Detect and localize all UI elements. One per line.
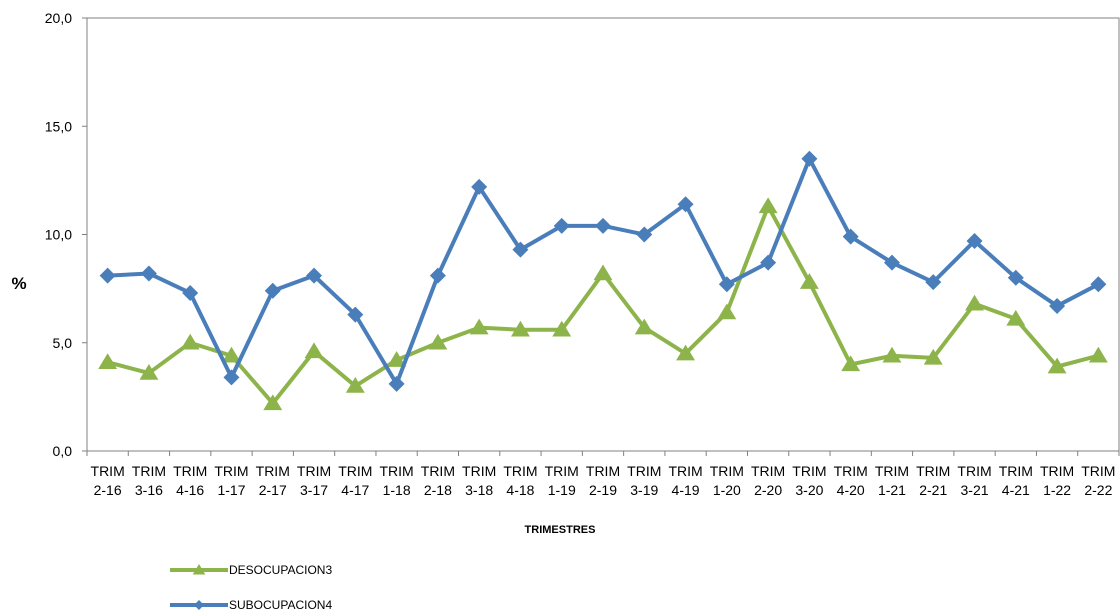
triangle-marker [717, 303, 737, 320]
diamond-marker [264, 282, 281, 299]
diamond-marker [471, 178, 488, 195]
x-tick-label: TRIM 3-16 [132, 463, 166, 498]
x-tick-label: TRIM 1-20 [710, 463, 744, 498]
diamond-marker [429, 267, 446, 284]
diamond-marker [925, 274, 942, 291]
x-tick-label: TRIM 1-19 [545, 463, 579, 498]
diamond-marker [1090, 276, 1107, 293]
triangle-marker [882, 346, 902, 363]
triangle-marker [345, 377, 365, 393]
legend-label: DESOCUPACION3 [229, 563, 332, 577]
triangle-marker [923, 348, 943, 365]
x-tick-label: TRIM 2-18 [421, 463, 455, 498]
x-axis-label: TRIMESTRES [525, 524, 596, 536]
y-tick-label: 0,0 [53, 443, 73, 459]
series-desocupacion3 [98, 197, 1108, 411]
x-tick-label: TRIM 2-19 [586, 463, 620, 498]
triangle-marker [799, 273, 819, 289]
series-line [107, 204, 1099, 406]
diamond-marker [677, 196, 694, 213]
diamond-marker [842, 228, 859, 245]
triangle-marker [428, 333, 448, 350]
legend-item: DESOCUPACION3 [170, 563, 332, 577]
legend-item: SUBOCUPACION4 [170, 598, 332, 611]
x-tick-label: TRIM 4-20 [834, 463, 868, 498]
triangle-marker [98, 353, 118, 369]
triangle-marker [387, 351, 407, 367]
x-tick-label: TRIM 1-18 [379, 463, 413, 498]
y-axis: 0,0 5,0 10,0 15,0 20,0 [45, 10, 87, 459]
triangle-marker [1006, 309, 1026, 326]
triangle-marker [180, 333, 200, 350]
triangle-marker [593, 264, 613, 281]
x-tick-label: TRIM 4-18 [503, 463, 537, 498]
triangle-marker [965, 294, 984, 311]
diamond-marker [636, 226, 653, 243]
triangle-marker [1047, 357, 1067, 374]
diamond-marker [801, 150, 818, 167]
y-tick-label: 15,0 [45, 118, 72, 134]
diamond-marker [182, 284, 199, 301]
legend: DESOCUPACION3 SUBOCUPACION4 [170, 563, 332, 611]
triangle-marker [263, 394, 283, 411]
diamond-marker [760, 254, 777, 271]
triangle-marker [676, 344, 696, 361]
x-tick-label: TRIM 1-22 [1040, 463, 1074, 498]
x-tick-label: TRIM 1-21 [875, 463, 909, 498]
x-tick-label: TRIM 4-17 [338, 463, 372, 498]
legend-swatch-marker [192, 564, 206, 575]
diamond-marker [883, 254, 900, 271]
series-subocupacion4 [99, 150, 1107, 392]
triangle-marker [841, 355, 861, 372]
triangle-marker [222, 346, 241, 363]
legend-label: SUBOCUPACION4 [229, 598, 332, 611]
diamond-marker [99, 267, 116, 284]
x-tick-label: TRIM 3-20 [792, 463, 826, 498]
diamond-marker [512, 241, 529, 258]
triangle-marker [634, 318, 654, 335]
triangle-marker [510, 320, 530, 337]
y-axis-label: % [11, 274, 26, 293]
diamond-marker [347, 306, 364, 323]
x-tick-label: TRIM 2-17 [256, 463, 290, 498]
y-tick-label: 5,0 [53, 335, 73, 351]
diamond-marker [223, 369, 240, 386]
legend-swatch-marker [194, 600, 204, 610]
triangle-marker [304, 342, 324, 359]
diamond-marker [1007, 269, 1024, 286]
x-tick-label: TRIM 3-19 [627, 463, 661, 498]
diamond-marker [1049, 297, 1066, 314]
triangle-marker [139, 364, 159, 380]
triangle-marker [469, 318, 489, 335]
plot-area-frame [86, 17, 1120, 452]
triangle-marker [758, 197, 778, 214]
diamond-marker [306, 267, 323, 284]
x-tick-label: TRIM 1-17 [214, 463, 248, 498]
series-layer [98, 150, 1108, 411]
diamond-marker [140, 265, 157, 282]
y-tick-label: 20,0 [45, 10, 72, 26]
diamond-marker [718, 276, 735, 293]
y-tick-label: 10,0 [45, 227, 72, 243]
diamond-marker [595, 217, 611, 234]
x-tick-label: TRIM 3-21 [957, 463, 991, 498]
x-tick-label: TRIM 3-18 [462, 463, 496, 498]
triangle-marker [552, 320, 572, 337]
x-tick-label: TRIM 4-19 [668, 463, 702, 498]
diamond-marker [553, 217, 570, 234]
x-tick-label: TRIM 2-20 [751, 463, 785, 498]
diamond-marker [388, 375, 405, 392]
x-tick-label: TRIM 4-21 [999, 463, 1033, 498]
x-tick-label: TRIM 2-16 [91, 463, 125, 498]
x-tick-label: TRIM 3-17 [297, 463, 331, 498]
x-tick-label: TRIM 4-16 [173, 463, 207, 498]
x-tick-label: TRIM 2-22 [1081, 463, 1115, 498]
x-tick-label: TRIM 2-21 [916, 463, 950, 498]
diamond-marker [966, 232, 983, 249]
triangle-marker [1088, 346, 1108, 363]
